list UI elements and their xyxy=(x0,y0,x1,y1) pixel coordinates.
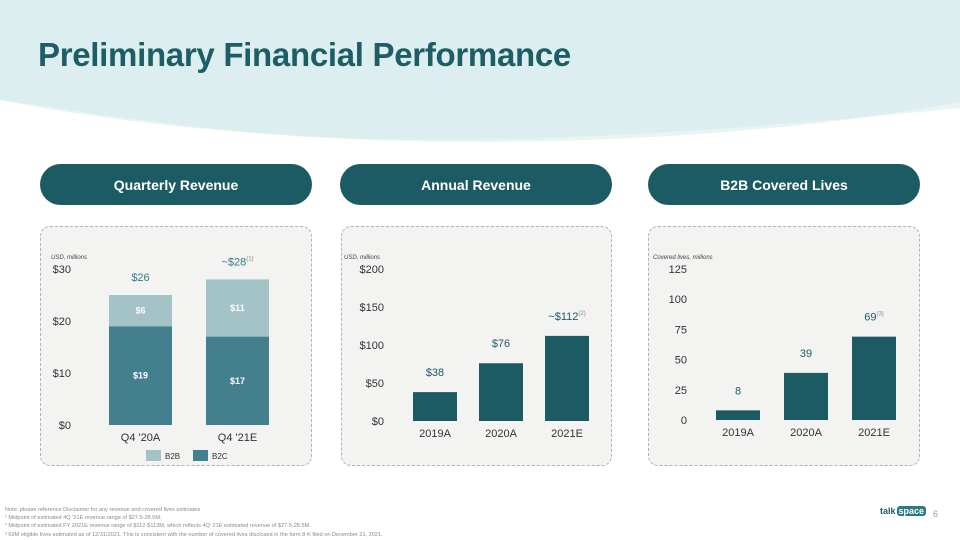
y-units-label: Covered lives, millions xyxy=(653,255,713,261)
annual-revenue-header: Annual Revenue xyxy=(340,164,612,205)
covered-lives-chart: Covered lives, millions 0 25 50 75 100 125 8 201… xyxy=(653,255,896,439)
x-tick-label: 2019A xyxy=(722,427,754,439)
x-tick-label: Q4 '20A xyxy=(121,432,161,444)
bar-b2c xyxy=(109,326,172,425)
bar xyxy=(852,336,896,420)
x-tick-label: 2019A xyxy=(419,428,451,440)
y-tick-label: $100 xyxy=(360,340,384,352)
y-tick-label: $10 xyxy=(53,368,71,380)
bar-b2b-label: $11 xyxy=(230,303,245,313)
x-tick-label: 2021E xyxy=(858,427,890,439)
bar-b2c-label: $19 xyxy=(133,371,148,381)
bar xyxy=(479,363,523,421)
y-tick-label: 125 xyxy=(669,264,687,276)
logo-text-talk: talk xyxy=(880,506,896,516)
bar-b2c xyxy=(206,336,269,425)
bar-b2b xyxy=(206,279,269,337)
data-label-footnote-ref: (3) xyxy=(876,312,883,318)
legend-label-b2b: B2B xyxy=(165,452,180,461)
data-label: 39 xyxy=(800,348,812,360)
annual-revenue-panel: USD, millions $0 $50 $100 $150 $200 $38 2019A $7… xyxy=(341,226,612,466)
page-number: 6 xyxy=(933,509,939,519)
y-tick-label: 0 xyxy=(681,415,687,427)
bar-b2b-label: $6 xyxy=(135,306,145,316)
total-label: $26 xyxy=(131,272,149,284)
footnotes: Note: please reference Disclaimer for an… xyxy=(5,506,383,539)
b2b-covered-lives-header: B2B Covered Lives xyxy=(648,164,920,205)
x-tick-label: Q4 '21E xyxy=(218,432,257,444)
quarterly-revenue-chart: USD, millions $0 $10 $20 $30 $19 $6 $26 Q4 '20A $… xyxy=(51,255,269,461)
bar xyxy=(784,372,828,420)
total-label: ~$28(1) xyxy=(221,256,253,268)
y-tick-label: 25 xyxy=(675,385,687,397)
legend-swatch-b2c xyxy=(193,450,208,461)
annual-revenue-chart: USD, millions $0 $50 $100 $150 $200 $38 2019A $7… xyxy=(344,255,589,440)
bar-b2c-label: $17 xyxy=(230,376,245,386)
covered-lives-panel: Covered lives, millions 0 25 50 75 100 125 8 201… xyxy=(648,226,920,466)
bar-b2b xyxy=(109,295,172,327)
y-units-label: USD, millions xyxy=(51,255,87,261)
footnote-1: ¹ Midpoint of estimated 4Q '21E revenue … xyxy=(5,515,162,522)
data-label: $38 xyxy=(426,367,444,379)
logo-text-space: space xyxy=(896,506,927,516)
y-tick-label: $0 xyxy=(59,420,71,432)
y-tick-label: $0 xyxy=(372,416,384,428)
quarterly-revenue-header: Quarterly Revenue xyxy=(40,164,312,205)
x-tick-label: 2020A xyxy=(790,427,822,439)
footnote-3: ³ 69M eligible lives estimated as of 12/… xyxy=(5,531,383,538)
quarterly-revenue-panel: USD, millions $0 $10 $20 $30 $19 $6 $26 Q4 '20A $… xyxy=(40,226,312,466)
total-label-footnote-ref: (1) xyxy=(246,256,253,262)
y-tick-label: $200 xyxy=(360,264,384,276)
legend-label-b2c: B2C xyxy=(212,452,228,461)
x-tick-label: 2020A xyxy=(485,428,517,440)
y-tick-label: 100 xyxy=(669,294,687,306)
y-tick-label: $30 xyxy=(53,264,71,276)
y-tick-label: $20 xyxy=(53,316,71,328)
legend-swatch-b2b xyxy=(146,450,161,461)
y-tick-label: $50 xyxy=(366,378,384,390)
bar xyxy=(545,335,589,421)
y-units-label: USD, millions xyxy=(344,255,380,261)
y-tick-label: $150 xyxy=(360,302,384,314)
footnote-2: ² Midpoint of estimated FY 2021E revenue… xyxy=(5,523,311,530)
talkspace-logo: talk space xyxy=(880,506,927,516)
bar xyxy=(716,410,760,420)
data-label: $76 xyxy=(492,338,510,350)
data-label: 8 xyxy=(735,385,741,397)
data-label: 69(3) xyxy=(864,312,884,324)
data-label-footnote-ref: (2) xyxy=(578,311,585,317)
data-label: ~$112(2) xyxy=(548,311,585,323)
header-wave-background xyxy=(0,0,960,142)
y-tick-label: 75 xyxy=(675,324,687,336)
footnote-note: Note: please reference Disclaimer for an… xyxy=(5,507,201,513)
y-tick-label: 50 xyxy=(675,355,687,367)
page-title: Preliminary Financial Performance xyxy=(38,36,571,73)
bar xyxy=(413,392,457,421)
x-tick-label: 2021E xyxy=(551,428,583,440)
